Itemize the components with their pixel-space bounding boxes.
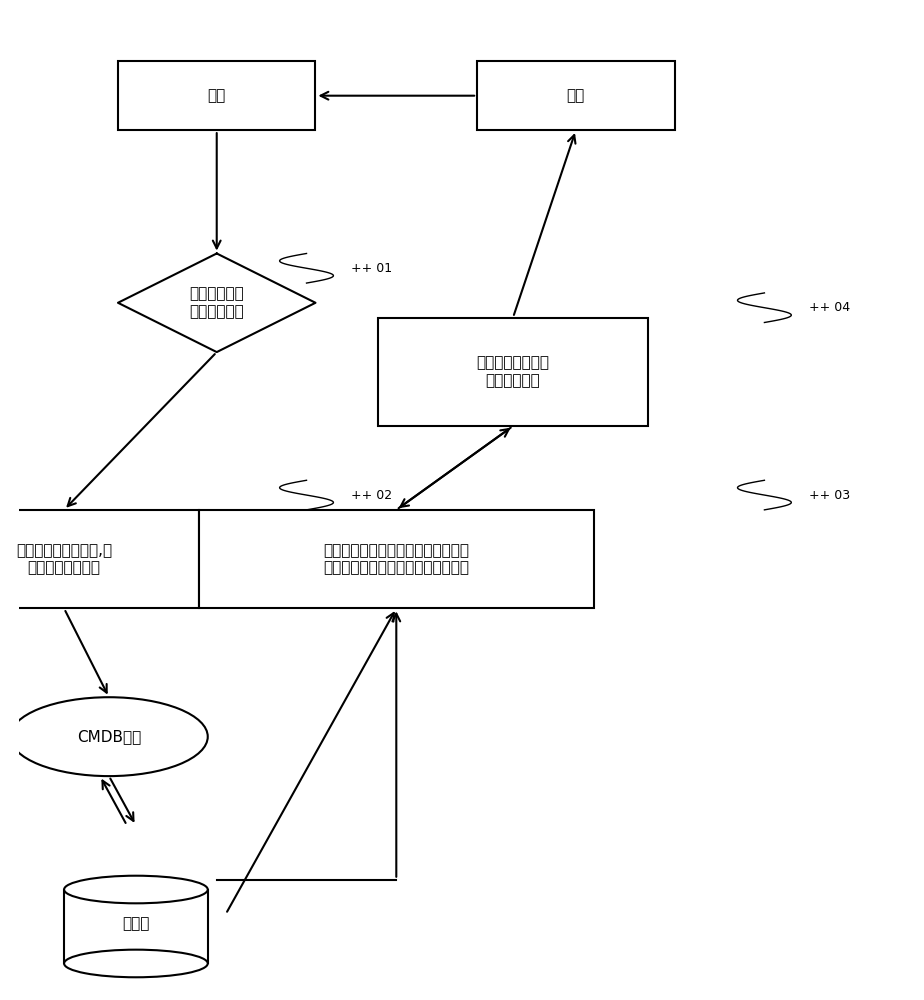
Text: 数据库: 数据库 (122, 917, 150, 932)
FancyBboxPatch shape (477, 61, 675, 130)
FancyBboxPatch shape (199, 510, 594, 608)
Text: 用户自定义输
入排列的列数: 用户自定义输 入排列的列数 (189, 287, 244, 319)
Text: 客户端接收用户输入,向
服务器端发起请求: 客户端接收用户输入,向 服务器端发起请求 (16, 543, 112, 575)
Text: 计算得出并渲染浏
览器输出效果: 计算得出并渲染浏 览器输出效果 (477, 356, 550, 388)
Text: ++ 04: ++ 04 (809, 301, 850, 314)
Text: 开始: 开始 (208, 88, 225, 103)
FancyBboxPatch shape (0, 510, 199, 608)
Text: ++ 03: ++ 03 (809, 489, 850, 502)
FancyBboxPatch shape (378, 318, 648, 426)
Text: ++ 01: ++ 01 (351, 262, 393, 275)
Text: 结束: 结束 (566, 88, 585, 103)
Text: 客户端接收到服务器端最后一个机柜
位置标示值，进行动态计算排列方法: 客户端接收到服务器端最后一个机柜 位置标示值，进行动态计算排列方法 (323, 543, 469, 575)
Ellipse shape (64, 950, 208, 977)
Ellipse shape (10, 697, 208, 776)
FancyBboxPatch shape (118, 61, 315, 130)
Text: CMDB系统: CMDB系统 (77, 729, 141, 744)
Ellipse shape (64, 876, 208, 903)
Text: ++ 02: ++ 02 (351, 489, 393, 502)
FancyBboxPatch shape (64, 890, 208, 963)
